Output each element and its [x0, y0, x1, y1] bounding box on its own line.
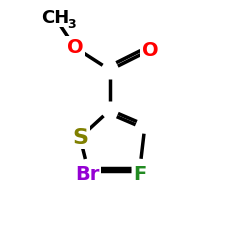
Text: CH: CH [41, 8, 69, 26]
Text: 3: 3 [67, 18, 76, 31]
Text: O: O [142, 40, 158, 60]
Text: S: S [72, 128, 88, 148]
Text: Br: Br [75, 166, 100, 184]
Text: O: O [67, 38, 83, 57]
Text: F: F [134, 166, 146, 184]
